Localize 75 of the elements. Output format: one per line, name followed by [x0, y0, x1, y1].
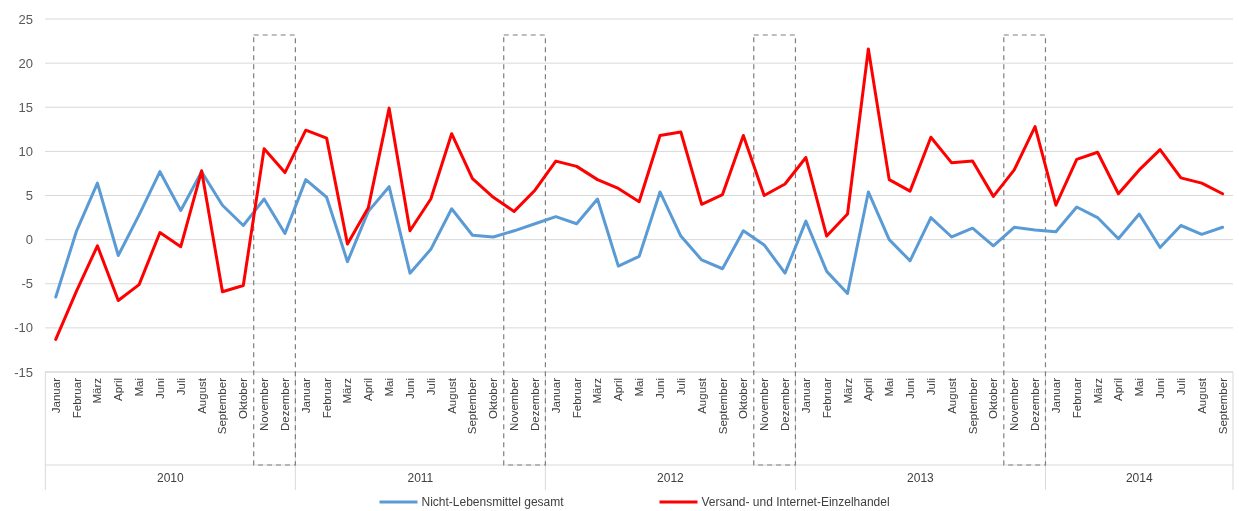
x-tick-label: Juli [424, 378, 437, 396]
x-tick-label: Januar [49, 377, 62, 414]
x-tick-label: September [966, 377, 979, 435]
x-tick-label: September [466, 377, 479, 435]
y-tick-label: 0 [25, 232, 33, 248]
x-tick-label: Mai [883, 378, 896, 397]
x-tick-label: Januar [299, 377, 312, 414]
x-tick-label: Juli [174, 378, 187, 396]
x-tick-label: August [1195, 377, 1208, 414]
x-tick-label: Oktober [987, 377, 1000, 419]
x-tick-label: April [112, 378, 125, 402]
x-tick-label: Juni [654, 378, 666, 400]
text: 2012 [657, 471, 685, 485]
y-tick-label: -15 [14, 364, 33, 380]
x-tick-label: Januar [1049, 377, 1062, 414]
line-series [54, 170, 1225, 299]
x-tick-label: Oktober [237, 377, 250, 419]
x-tick-label: März [841, 377, 854, 404]
x-tick-label: Mai [133, 378, 146, 397]
x-tick-label: Juli [674, 378, 687, 396]
x-tick-label: Dezember [779, 377, 792, 432]
x-tick-label: April [1112, 378, 1125, 402]
x-tick-label: September [216, 377, 229, 435]
x-tick-label: Mai [1133, 378, 1146, 397]
x-tick-label: November [1008, 377, 1021, 432]
x-tick-label: Juli [1174, 378, 1187, 396]
y-tick-label: 25 [18, 11, 33, 27]
text: 2013 [907, 471, 935, 485]
line-series [54, 47, 1225, 341]
x-tick-label: November [258, 377, 271, 432]
x-tick-label: April [612, 378, 625, 402]
x-tick-label: Februar [320, 377, 333, 419]
x-tick-label: Dezember [528, 377, 541, 432]
y-tick-label: 5 [25, 188, 33, 204]
x-tick-label: Januar [549, 377, 562, 414]
x-tick-label: April [862, 378, 875, 402]
x-tick-label: Juli [924, 378, 937, 396]
x-tick-label: Juni [153, 378, 166, 400]
x-tick-label: September [1216, 377, 1229, 435]
x-tick-label: März [341, 377, 354, 404]
x-tick-label: Februar [1070, 377, 1083, 419]
x-tick-label: Februar [70, 377, 83, 419]
x-tick-label: Juni [1154, 378, 1167, 400]
y-tick-label: -5 [21, 276, 33, 292]
x-tick-label: Januar [799, 377, 812, 414]
y-tick-label: -10 [14, 320, 33, 336]
legend-label: Nicht-Lebensmittel gesamt [421, 495, 565, 510]
x-tick-label: März [591, 377, 604, 404]
x-tick-label: Dezember [1029, 377, 1042, 432]
text: 2010 [157, 471, 185, 485]
x-tick-label: August [945, 377, 958, 414]
x-tick-label: August [195, 377, 208, 414]
x-tick-label: Dezember [278, 377, 291, 432]
x-tick-label: Mai [633, 378, 646, 397]
text: 2011 [407, 471, 434, 485]
x-tick-label: November [758, 377, 771, 432]
text: 2014 [1125, 471, 1153, 485]
x-tick-label: April [362, 378, 375, 402]
x-tick-label: Juni [403, 378, 416, 400]
y-tick-label: 10 [18, 143, 33, 159]
x-tick-label: August [695, 377, 708, 414]
x-tick-label: September [716, 377, 729, 435]
x-tick-label: Februar [820, 377, 833, 419]
x-tick-label: März [1091, 377, 1104, 404]
legend-label: Versand- und Internet-Einzelhandel [701, 495, 890, 510]
x-tick-label: März [91, 377, 104, 404]
x-tick-label: Februar [570, 377, 583, 419]
y-tick-label: 15 [18, 99, 33, 115]
x-tick-label: Oktober [737, 377, 750, 419]
x-tick-label: Oktober [487, 377, 500, 419]
x-tick-label: August [445, 377, 458, 414]
x-tick-label: Mai [383, 378, 396, 397]
x-tick-label: Juni [904, 378, 917, 400]
y-tick-label: 20 [18, 55, 33, 71]
x-tick-label: November [508, 377, 521, 432]
